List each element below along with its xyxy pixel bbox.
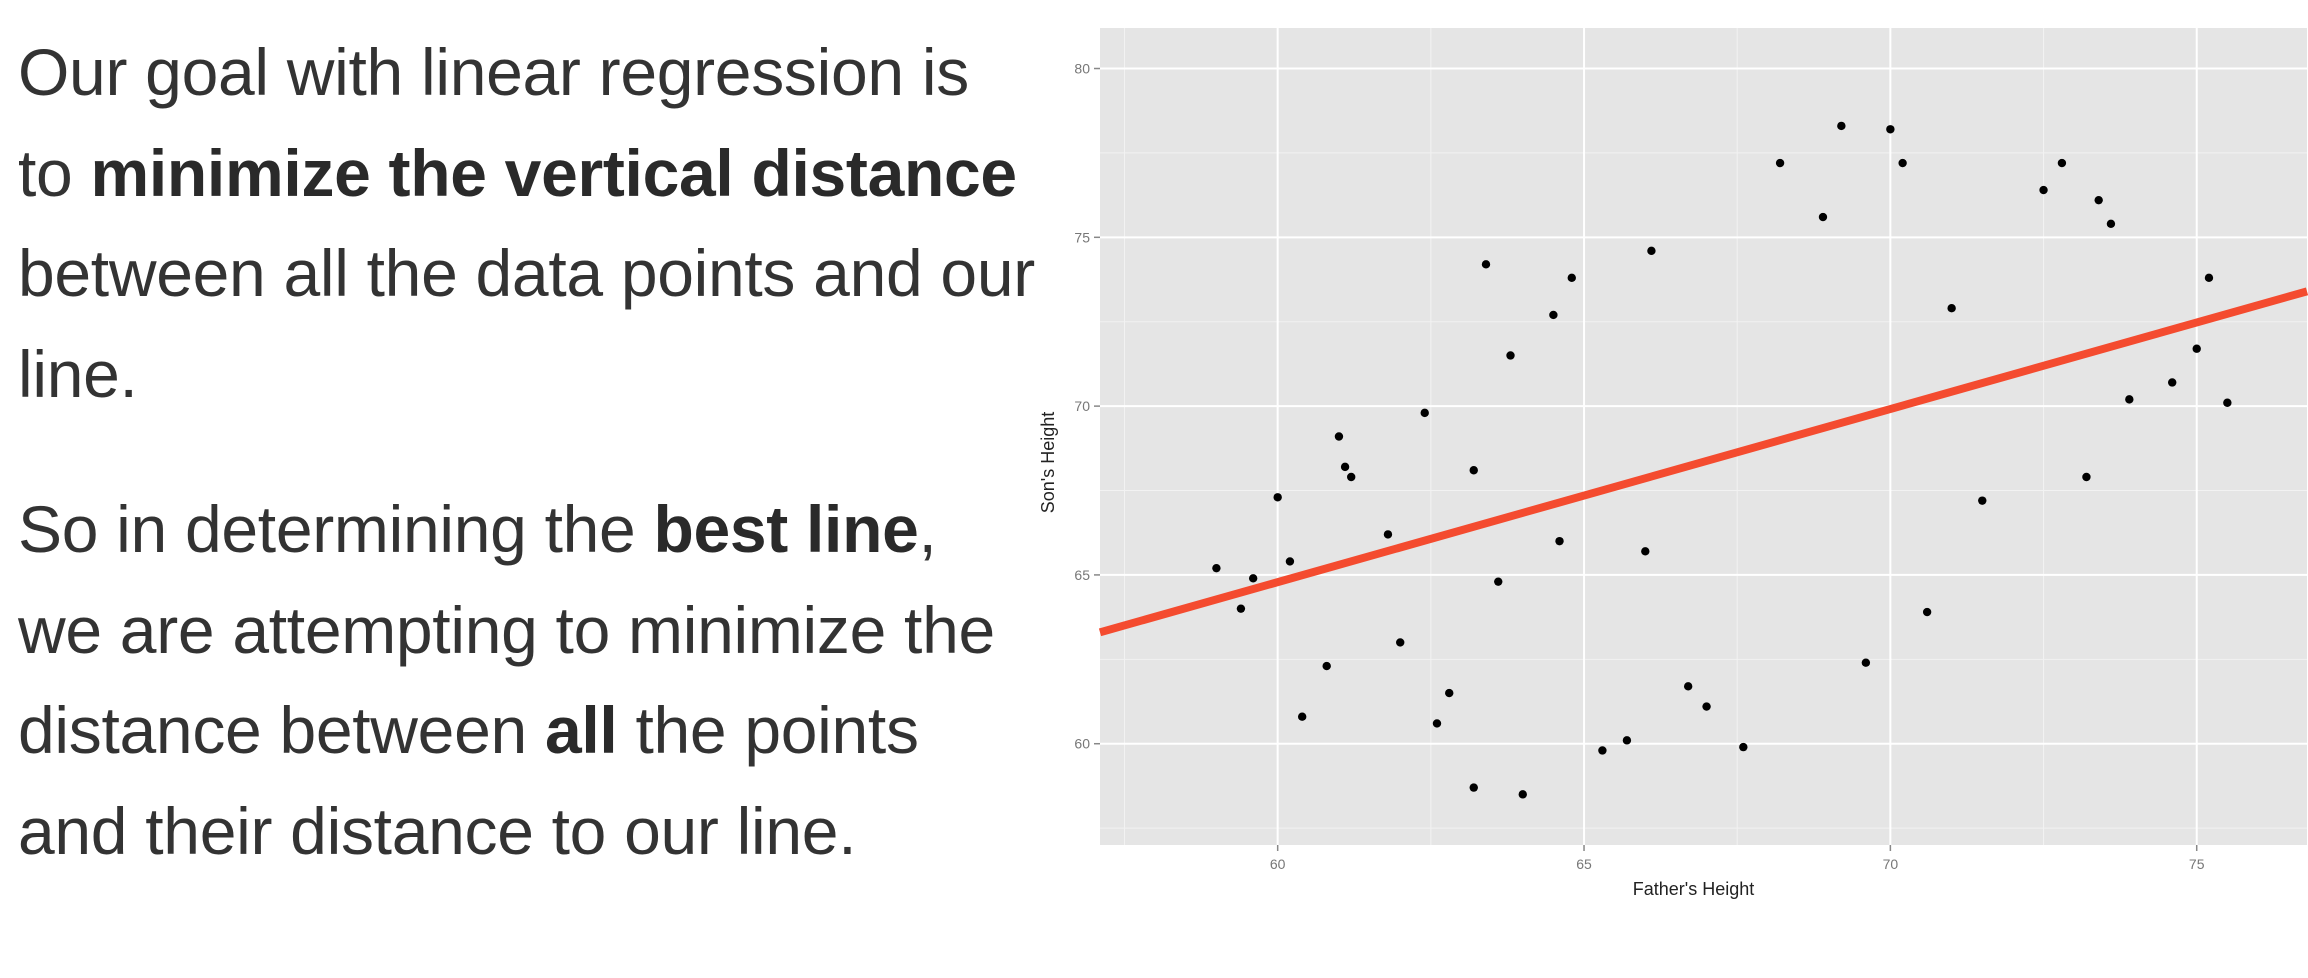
y-tick-label: 65 (1074, 567, 1090, 583)
y-tick-label: 80 (1074, 61, 1090, 77)
p2-run-2: , we are attempting to minimize the dist… (18, 492, 995, 767)
data-point (1506, 351, 1515, 360)
data-point (1739, 742, 1748, 752)
data-point (1340, 462, 1350, 472)
data-point (1481, 260, 1491, 269)
data-point (2094, 195, 2103, 205)
p2-run-3-bold: all (544, 693, 618, 767)
data-point (1837, 121, 1846, 131)
p1-run-1-bold: minimize the vertical distance (90, 135, 1017, 210)
p2-run-1-bold: best line (653, 492, 919, 566)
data-point (1861, 658, 1871, 667)
y-tick-label: 70 (1074, 398, 1090, 414)
paragraph-1: Our goal with linear regression is to mi… (18, 22, 1038, 424)
data-point (1236, 604, 1246, 613)
data-point (1494, 577, 1503, 586)
data-point (1549, 310, 1558, 320)
x-tick-label: 70 (1883, 856, 1899, 872)
paragraph-2: So in determining the best line, we are … (18, 479, 1038, 881)
data-point (1702, 702, 1711, 711)
y-tick-label: 75 (1074, 229, 1090, 245)
p2-run-0: So in determining the (18, 492, 654, 566)
data-point (2106, 219, 2116, 229)
data-point (1297, 712, 1307, 721)
data-point (2192, 344, 2201, 353)
data-point (1622, 736, 1632, 745)
regression-line (1098, 287, 2308, 637)
data-point (1518, 790, 1527, 799)
slide-text: Our goal with linear regression is to mi… (18, 22, 1038, 881)
data-point (1947, 304, 1956, 313)
p2-run-4: the points and their distance to our lin… (18, 693, 919, 868)
data-point (1334, 432, 1344, 441)
data-point (1922, 607, 1932, 617)
scatter-chart: 60 65 70 75 60 65 70 75 80 Father's Height Son's H… (1040, 28, 2308, 899)
p1-run-0: Our goal with linear regression is to (18, 35, 969, 210)
data-point (1978, 496, 1987, 505)
x-tick-label: 75 (2189, 856, 2205, 872)
data-point (1683, 682, 1693, 691)
data-point (2204, 273, 2214, 283)
data-point (1898, 158, 1907, 168)
plot-panel (1100, 28, 2307, 845)
x-axis-title: Father's Height (1633, 879, 1755, 899)
data-point (1322, 661, 1331, 671)
data-point (1285, 557, 1295, 566)
data-point (1641, 547, 1650, 556)
p1-run-2: between all the data points and our line… (18, 236, 1035, 411)
data-point (1445, 688, 1454, 698)
data-point (1598, 746, 1607, 755)
data-point (2039, 185, 2048, 195)
data-point (2057, 158, 2067, 168)
data-point (1886, 125, 1895, 134)
x-tick-label: 65 (1576, 856, 1592, 872)
data-point (2168, 378, 2177, 387)
data-point (2223, 398, 2232, 407)
data-point (1248, 574, 1258, 583)
data-point (2125, 395, 2134, 404)
data-point (1383, 530, 1393, 539)
data-point (1396, 638, 1405, 647)
data-point (1469, 466, 1478, 475)
data-point (1818, 212, 1828, 222)
data-point (1555, 536, 1564, 546)
data-point (1420, 408, 1429, 418)
data-point (1273, 493, 1282, 502)
data-point (2082, 472, 2091, 482)
data-point (1469, 783, 1478, 792)
data-point (1647, 246, 1656, 256)
data-point (1775, 158, 1785, 168)
data-point (1347, 472, 1356, 482)
data-point (1567, 273, 1576, 283)
data-point (1432, 719, 1442, 728)
data-point (1212, 563, 1221, 573)
y-axis-title: Son's Height (1040, 412, 1058, 514)
y-tick-label: 60 (1074, 736, 1090, 752)
x-tick-label: 60 (1270, 856, 1286, 872)
